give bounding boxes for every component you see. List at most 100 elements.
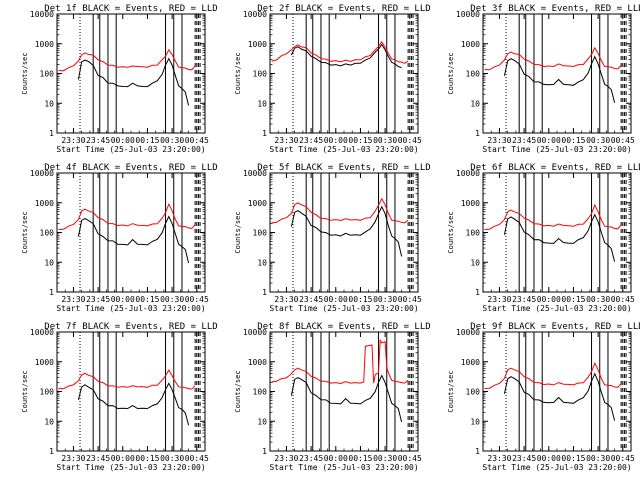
y-tick-label: 100 (466, 388, 481, 397)
y-tick-label: 10 (470, 258, 480, 267)
x-tick-label: 00:30 (586, 295, 610, 304)
x-tick-label: 23:30 (487, 136, 511, 145)
x-tick-label: 23:45 (86, 454, 110, 463)
x-tick-label: 23:45 (512, 454, 536, 463)
panel-title: Det 1f BLACK = Events, RED = LLD (44, 4, 217, 14)
x-tick-label: 00:15 (348, 454, 372, 463)
y-tick-label: 1 (49, 288, 54, 297)
panel-title: Det 3f BLACK = Events, RED = LLD (470, 4, 640, 14)
y-tick-label: 10000 (243, 10, 267, 19)
y-tick-label: 1000 (35, 358, 54, 367)
x-axis-label: Start Time (25-Jul-03 23:20:00) (56, 463, 205, 472)
y-tick-label: 1000 (248, 358, 267, 367)
y-tick-label: 10000 (456, 10, 480, 19)
y-tick-label: 1 (475, 129, 480, 138)
y-tick-label: 100 (40, 229, 55, 238)
x-tick-label: 00:00 (537, 136, 561, 145)
x-tick-label: 23:30 (274, 136, 298, 145)
x-tick-label: 00:30 (373, 295, 397, 304)
x-tick-label: 00:30 (160, 295, 184, 304)
x-tick-label: 00:30 (160, 136, 184, 145)
x-tick-label: 00:45 (611, 136, 635, 145)
y-tick-label: 10000 (456, 328, 480, 337)
x-tick-label: 00:30 (586, 136, 610, 145)
y-axis-label: Counts/sec (21, 370, 29, 412)
y-tick-label: 100 (253, 70, 268, 79)
y-tick-label: 10000 (456, 169, 480, 178)
y-tick-label: 1000 (461, 40, 480, 49)
x-tick-label: 00:30 (160, 454, 184, 463)
y-tick-label: 10 (257, 258, 267, 267)
x-tick-label: 23:30 (61, 136, 85, 145)
y-tick-label: 10 (44, 99, 54, 108)
x-axis-label: Start Time (25-Jul-03 23:20:00) (269, 463, 418, 472)
y-tick-label: 10000 (243, 328, 267, 337)
x-tick-label: 00:45 (398, 136, 422, 145)
x-tick-label: 23:30 (487, 295, 511, 304)
x-tick-label: 00:15 (348, 295, 372, 304)
y-tick-label: 1000 (461, 358, 480, 367)
x-axis-label: Start Time (25-Jul-03 23:20:00) (269, 304, 418, 313)
y-tick-label: 10 (470, 99, 480, 108)
x-tick-label: 00:15 (135, 295, 159, 304)
x-tick-label: 23:45 (512, 295, 536, 304)
x-tick-label: 00:00 (537, 454, 561, 463)
x-tick-label: 23:45 (299, 136, 323, 145)
x-tick-label: 00:15 (348, 136, 372, 145)
x-tick-label: 23:45 (86, 136, 110, 145)
panel-title: Det 9f BLACK = Events, RED = LLD (470, 322, 640, 332)
x-tick-label: 00:00 (111, 295, 135, 304)
y-tick-label: 10 (44, 258, 54, 267)
x-tick-label: 00:30 (586, 454, 610, 463)
y-tick-label: 10000 (30, 10, 54, 19)
panel-title: Det 2f BLACK = Events, RED = LLD (257, 4, 430, 14)
y-tick-label: 1000 (248, 199, 267, 208)
x-tick-label: 00:45 (185, 136, 209, 145)
x-tick-label: 00:15 (135, 136, 159, 145)
x-tick-label: 23:45 (512, 136, 536, 145)
x-tick-label: 23:45 (299, 295, 323, 304)
x-axis-label: Start Time (25-Jul-03 23:20:00) (482, 304, 631, 313)
x-tick-label: 23:30 (274, 295, 298, 304)
x-tick-label: 00:45 (611, 454, 635, 463)
y-tick-label: 10000 (30, 169, 54, 178)
x-axis-label: Start Time (25-Jul-03 23:20:00) (56, 304, 205, 313)
x-tick-label: 23:45 (86, 295, 110, 304)
y-tick-label: 1 (475, 447, 480, 456)
x-tick-label: 00:15 (561, 136, 585, 145)
y-tick-label: 1 (262, 288, 267, 297)
x-tick-label: 23:30 (487, 454, 511, 463)
x-tick-label: 00:45 (185, 454, 209, 463)
x-tick-label: 00:15 (561, 295, 585, 304)
y-tick-label: 1000 (35, 40, 54, 49)
y-tick-label: 100 (466, 229, 481, 238)
x-tick-label: 00:45 (611, 295, 635, 304)
panel-title: Det 4f BLACK = Events, RED = LLD (44, 163, 217, 173)
x-axis-label: Start Time (25-Jul-03 23:20:00) (482, 145, 631, 154)
y-tick-label: 10 (257, 417, 267, 426)
y-tick-label: 10000 (30, 328, 54, 337)
y-axis-label: Counts/sec (234, 211, 242, 253)
y-tick-label: 10 (257, 99, 267, 108)
y-axis-label: Counts/sec (21, 211, 29, 253)
x-axis-label: Start Time (25-Jul-03 23:20:00) (482, 463, 631, 472)
y-axis-label: Counts/sec (234, 370, 242, 412)
y-tick-label: 1 (262, 129, 267, 138)
y-tick-label: 100 (253, 388, 268, 397)
x-tick-label: 00:00 (111, 454, 135, 463)
x-tick-label: 00:15 (561, 454, 585, 463)
y-tick-label: 1000 (461, 199, 480, 208)
y-tick-label: 1 (475, 288, 480, 297)
y-tick-label: 10 (44, 417, 54, 426)
x-tick-label: 00:00 (324, 136, 348, 145)
y-tick-label: 100 (40, 70, 55, 79)
x-tick-label: 00:15 (135, 454, 159, 463)
x-tick-label: 23:45 (299, 454, 323, 463)
y-tick-label: 1 (262, 447, 267, 456)
x-tick-label: 23:30 (274, 454, 298, 463)
x-tick-label: 00:45 (398, 295, 422, 304)
y-axis-label: Counts/sec (21, 52, 29, 94)
y-tick-label: 10000 (243, 169, 267, 178)
panel-title: Det 6f BLACK = Events, RED = LLD (470, 163, 640, 173)
x-tick-label: 00:45 (398, 454, 422, 463)
